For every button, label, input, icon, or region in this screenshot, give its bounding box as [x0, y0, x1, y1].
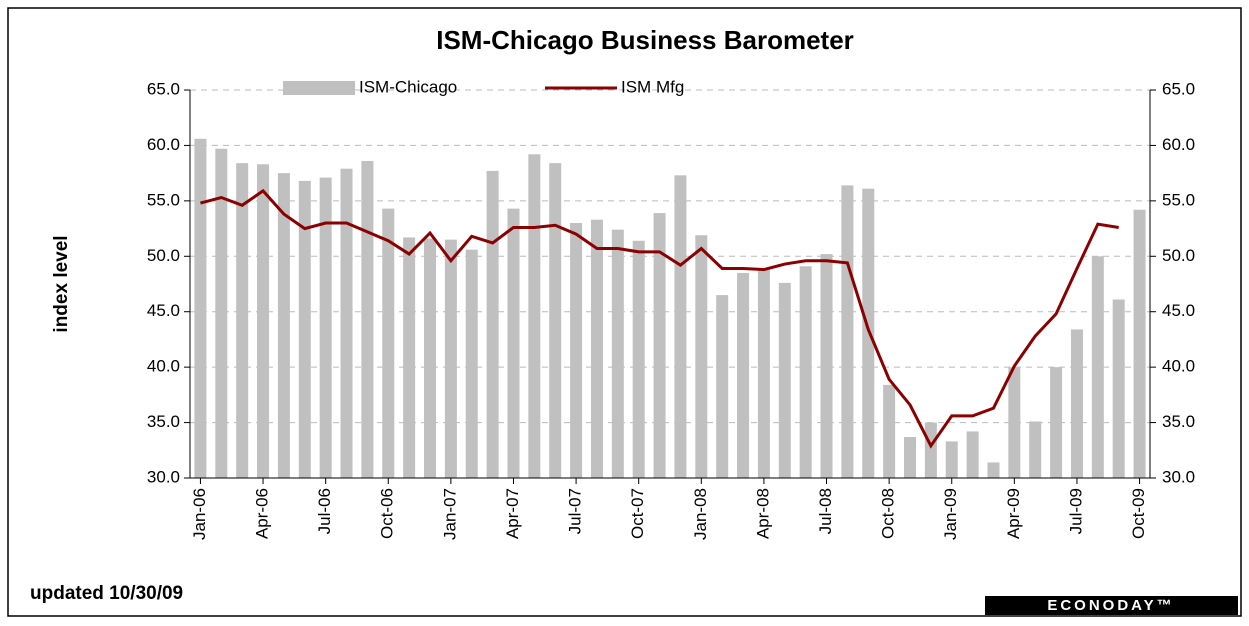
- line: [200, 188, 1119, 449]
- y-tick-label: 50.0: [147, 246, 180, 265]
- bar: [215, 148, 228, 479]
- x-tick-label: Jul-08: [816, 488, 835, 534]
- x-tick-label: Oct-08: [879, 488, 898, 539]
- bar: [549, 163, 562, 478]
- logo-box: [985, 596, 1238, 615]
- x-tick-label: Jan-07: [440, 488, 459, 540]
- x-tick-label: Apr-08: [753, 488, 772, 539]
- bar: [904, 436, 916, 478]
- y-axis-label: index level: [51, 235, 72, 332]
- bar: [632, 240, 645, 478]
- y2-tick-label: 40.0: [1162, 357, 1195, 376]
- bar: [1091, 256, 1104, 478]
- legend-label: ISM-Chicago: [359, 77, 457, 96]
- y-tick-label: 65.0: [147, 79, 180, 98]
- legend-label: ISM Mfg: [621, 77, 684, 96]
- x-tick-label: Apr-09: [1004, 488, 1023, 539]
- y2-tick-label: 30.0: [1162, 467, 1195, 486]
- legend-swatch: [283, 81, 355, 95]
- bar: [778, 282, 791, 478]
- bar: [382, 208, 395, 479]
- bar: [737, 272, 750, 478]
- logo: ECONODAY™: [1047, 597, 1174, 614]
- bar: [1070, 329, 1083, 478]
- bar: [799, 266, 812, 478]
- x-tick-label: Apr-06: [253, 488, 272, 539]
- bar: [319, 177, 332, 478]
- bar: [590, 219, 603, 478]
- bar: [966, 431, 979, 478]
- x-tick-label: Jan-09: [941, 488, 960, 540]
- bar: [424, 238, 436, 478]
- y-tick-label: 60.0: [147, 135, 180, 154]
- x-tick-label: Jul-06: [315, 488, 334, 534]
- bar: [486, 170, 499, 478]
- bar: [361, 160, 374, 478]
- bar: [298, 180, 311, 478]
- chart-title: ISM-Chicago Business Barometer: [436, 25, 854, 55]
- bar: [1050, 367, 1063, 478]
- bar: [257, 164, 270, 478]
- bar: [653, 213, 666, 478]
- y-tick-label: 35.0: [147, 412, 180, 431]
- bar: [465, 249, 478, 478]
- bar: [507, 208, 520, 479]
- bar: [1112, 299, 1125, 478]
- y-tick-label: 55.0: [147, 190, 180, 209]
- x-tick-label: Jul-09: [1066, 488, 1085, 534]
- bar: [444, 239, 457, 478]
- x-tick-label: Oct-07: [628, 488, 647, 539]
- bar: [883, 384, 896, 478]
- bar: [1008, 367, 1021, 478]
- y2-tick-label: 45.0: [1162, 301, 1195, 320]
- bar: [820, 254, 833, 478]
- y2-tick-label: 65.0: [1162, 79, 1195, 98]
- bar: [674, 175, 687, 479]
- x-tick-label: Jan-06: [190, 488, 209, 540]
- y-tick-label: 45.0: [147, 301, 180, 320]
- bar: [757, 269, 770, 478]
- bar: [1133, 209, 1146, 478]
- x-tick-label: Jul-07: [566, 488, 585, 534]
- bar: [403, 237, 416, 478]
- bar: [194, 138, 207, 478]
- bar: [716, 295, 729, 478]
- x-tick-label: Oct-09: [1129, 488, 1148, 539]
- y-tick-label: 40.0: [147, 357, 180, 376]
- bar: [236, 163, 249, 478]
- bar: [611, 229, 624, 478]
- y-tick-label: 30.0: [147, 467, 180, 486]
- bar: [695, 235, 708, 478]
- bar: [528, 154, 541, 478]
- x-tick-label: Jan-08: [691, 488, 710, 540]
- note: updated 10/30/09: [30, 583, 183, 604]
- bar: [841, 185, 854, 478]
- bar: [570, 223, 583, 478]
- bar: [945, 441, 958, 478]
- bar: [1029, 421, 1042, 478]
- x-tick-label: Apr-07: [503, 488, 522, 539]
- bar: [987, 462, 1000, 478]
- x-tick-label: Oct-06: [378, 488, 397, 539]
- y2-tick-label: 50.0: [1162, 246, 1195, 265]
- y2-tick-label: 60.0: [1162, 135, 1195, 154]
- y2-tick-label: 35.0: [1162, 412, 1195, 431]
- y2-tick-label: 55.0: [1162, 190, 1195, 209]
- bar: [277, 173, 290, 478]
- bar: [924, 422, 937, 478]
- bar: [340, 168, 353, 479]
